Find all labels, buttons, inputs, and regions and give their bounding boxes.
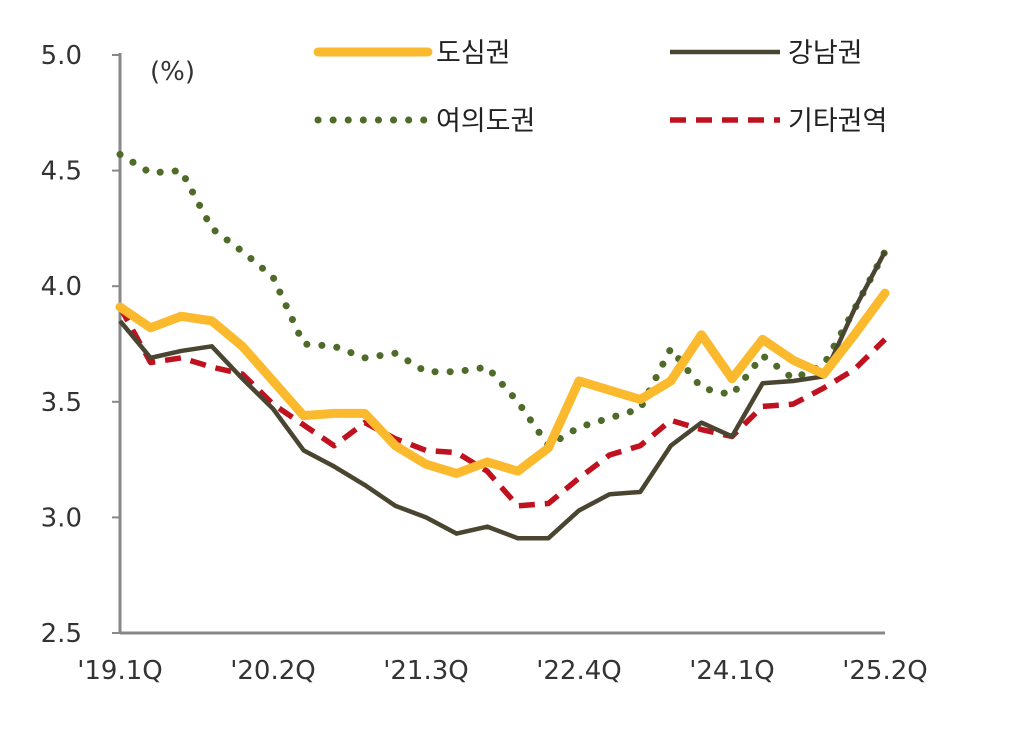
- y-tick-label: 3.5: [41, 388, 82, 418]
- y-tick-label: 5.0: [41, 41, 82, 71]
- y-tick-label: 3.0: [41, 503, 82, 533]
- y-tick-label: 4.5: [41, 157, 82, 187]
- x-tick-label: '25.2Q: [842, 656, 928, 686]
- series-line-3: [117, 305, 887, 509]
- y-tick-label: 4.0: [41, 272, 82, 302]
- legend-label: 여의도권: [436, 106, 535, 137]
- y-axis-unit: (%): [150, 57, 195, 87]
- x-tick-label: '22.4Q: [536, 656, 622, 686]
- series-line-0: [115, 288, 890, 478]
- series-line-2: [116, 150, 889, 450]
- series-line-1: [118, 250, 887, 541]
- y-tick-label: 2.5: [41, 619, 82, 649]
- legend-label: 강남권: [788, 38, 863, 69]
- axes: 5.0 4.5 4.0 3.5 3.0 2.5 '19.1Q '20.2Q '21.3Q '22.…: [41, 41, 928, 686]
- x-tick-label: '21.3Q: [383, 656, 469, 686]
- x-tick-label: '20.2Q: [230, 656, 316, 686]
- legend-label: 기타권역: [788, 106, 887, 137]
- x-tick-label: '19.1Q: [77, 656, 163, 686]
- legend-label: 도심권: [436, 38, 511, 69]
- x-tick-label: '24.1Q: [689, 656, 775, 686]
- series-lines: [115, 150, 890, 541]
